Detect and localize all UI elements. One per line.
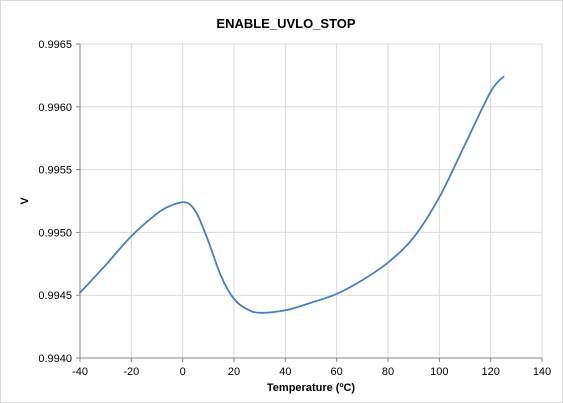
x-tick-label: 100 bbox=[430, 366, 448, 378]
x-tick-label: -20 bbox=[123, 366, 139, 378]
axes bbox=[76, 43, 543, 362]
y-tick-label: 0.9955 bbox=[38, 165, 72, 177]
x-tick-label: 40 bbox=[279, 366, 291, 378]
x-tick-label: 120 bbox=[481, 366, 499, 378]
y-axis-label: V bbox=[19, 197, 31, 205]
x-tick-label: 0 bbox=[180, 366, 186, 378]
grid-lines bbox=[79, 43, 543, 359]
y-tick-label: 0.9960 bbox=[38, 102, 72, 114]
chart-title: ENABLE_UVLO_STOP bbox=[216, 16, 356, 31]
y-tick-label: 0.9940 bbox=[38, 353, 72, 365]
y-tick-label: 0.9945 bbox=[38, 290, 72, 302]
y-tick-label: 0.9965 bbox=[38, 39, 72, 51]
x-tick-label: 140 bbox=[533, 366, 551, 378]
x-tick-label: -40 bbox=[72, 366, 88, 378]
x-tick-label: 20 bbox=[228, 366, 240, 378]
x-tick-labels: -40 -20 0 20 40 60 80 100 120 140 bbox=[72, 366, 551, 378]
x-tick-label: 60 bbox=[331, 366, 343, 378]
x-tick-label: 80 bbox=[382, 366, 394, 378]
y-tick-labels: 0.9940 0.9945 0.9950 0.9955 0.9960 0.9965 bbox=[38, 39, 72, 365]
series-line bbox=[79, 75, 505, 314]
x-axis-label: Temperature (ºC) bbox=[267, 382, 355, 394]
series-layer bbox=[79, 75, 505, 314]
y-tick-label: 0.9950 bbox=[38, 227, 72, 239]
